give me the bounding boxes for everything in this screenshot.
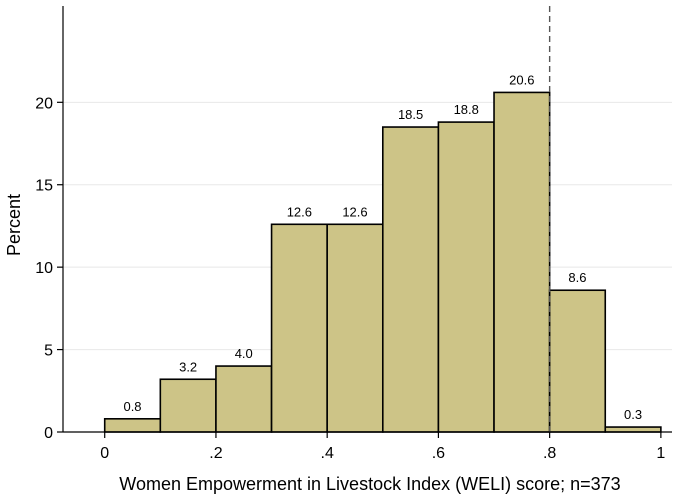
bars [103,91,662,433]
bar-value-label-3: 12.6 [287,204,312,219]
bar-value-label-2: 4.0 [235,346,253,361]
bar-value-label-1: 3.2 [179,359,197,374]
bar-1 [159,378,217,433]
x-tick-label-4: .8 [543,445,556,462]
bar-6 [437,121,495,433]
x-tick-label-3: .6 [432,445,445,462]
bar-4 [326,223,384,433]
y-tick-label-5: 5 [44,343,53,360]
axes: 0 5 10 15 20 0 .2 .4 .6 .8 1 [35,6,672,462]
bar-value-label-9: 0.3 [624,407,642,422]
bar-9 [604,426,662,433]
bar-value-label-0: 0.8 [123,399,141,414]
bar-2 [215,365,273,433]
x-tick-label-1: .2 [209,445,222,462]
bar-value-label-8: 8.6 [568,270,586,285]
x-tick-label-5: 1 [656,445,665,462]
bar-5 [381,126,440,433]
y-tick-label-20: 20 [35,95,53,112]
x-axis-title: Women Empowerment in Livestock Index (WE… [119,474,620,494]
y-tick-label-10: 10 [35,260,53,277]
y-tick-label-0: 0 [44,425,53,442]
bar-0 [103,418,162,433]
x-tick-label-0: 0 [100,445,109,462]
bar-value-label-6: 18.8 [454,102,479,117]
y-tick-label-15: 15 [35,178,53,195]
bar-7 [493,91,551,433]
data-labels: 0.8 3.2 4.0 12.6 12.6 18.5 18.8 20.6 8.6 0.3 [123,72,642,422]
bar-value-label-7: 20.6 [509,72,534,87]
bar-value-label-5: 18.5 [398,107,423,122]
y-axis-title: Percent [4,194,24,256]
bar-8 [548,289,607,433]
bar-value-label-4: 12.6 [342,204,367,219]
bar-3 [270,223,328,433]
x-tick-label-2: .4 [321,445,334,462]
